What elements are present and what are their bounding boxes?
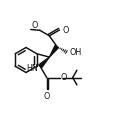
Text: O: O [44,91,50,100]
Polygon shape [39,58,49,68]
Text: O: O [32,21,38,30]
Text: O: O [61,72,67,81]
Text: O: O [62,26,68,35]
Text: HN: HN [26,63,38,72]
Text: OH: OH [70,48,82,56]
Polygon shape [49,46,58,58]
